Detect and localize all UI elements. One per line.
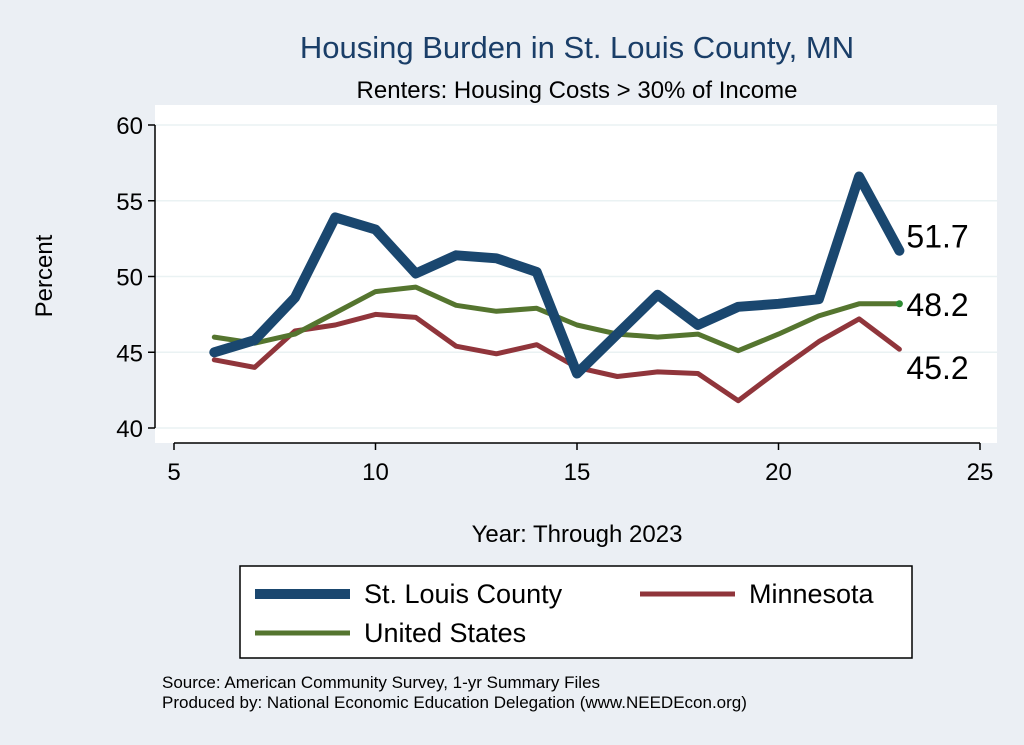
x-tick-label-5: 5	[167, 459, 180, 486]
series-endpoint-united-states	[895, 300, 903, 308]
x-tick-label-15: 15	[564, 459, 591, 486]
chart-title: Housing Burden in St. Louis County, MN	[300, 30, 854, 65]
plot-area	[155, 105, 997, 443]
source-note: Source: American Community Survey, 1-yr …	[162, 673, 600, 692]
x-tick-label-10: 10	[362, 459, 389, 486]
series-line-st-louis-county	[209, 171, 905, 379]
producer-note: Produced by: National Economic Education…	[162, 693, 747, 712]
y-tick-label-50: 50	[116, 265, 143, 292]
end-label-minnesota: 45.2	[906, 350, 968, 386]
chart-subtitle: Renters: Housing Costs > 30% of Income	[357, 77, 798, 104]
legend-label-minnesota: Minnesota	[749, 579, 875, 609]
legend-label-st-louis-county: St. Louis County	[364, 579, 563, 609]
series-line-minnesota	[211, 311, 902, 404]
y-tick-label-55: 55	[116, 189, 143, 216]
legend-label-united-states: United States	[364, 618, 526, 648]
x-tick-label-20: 20	[765, 459, 792, 486]
legend-box	[239, 565, 913, 659]
y-tick-label-40: 40	[116, 416, 143, 443]
y-tick-label-45: 45	[116, 340, 143, 367]
y-axis-title: Percent	[31, 234, 58, 317]
end-label-st-louis-county: 51.7	[906, 219, 968, 255]
x-tick-label-25: 25	[967, 459, 994, 486]
legend: St. Louis County Minnesota United States	[239, 565, 913, 659]
end-label-united-states: 48.2	[906, 287, 968, 323]
y-tick-label-60: 60	[116, 113, 143, 140]
x-axis-title: Year: Through 2023	[472, 521, 683, 548]
